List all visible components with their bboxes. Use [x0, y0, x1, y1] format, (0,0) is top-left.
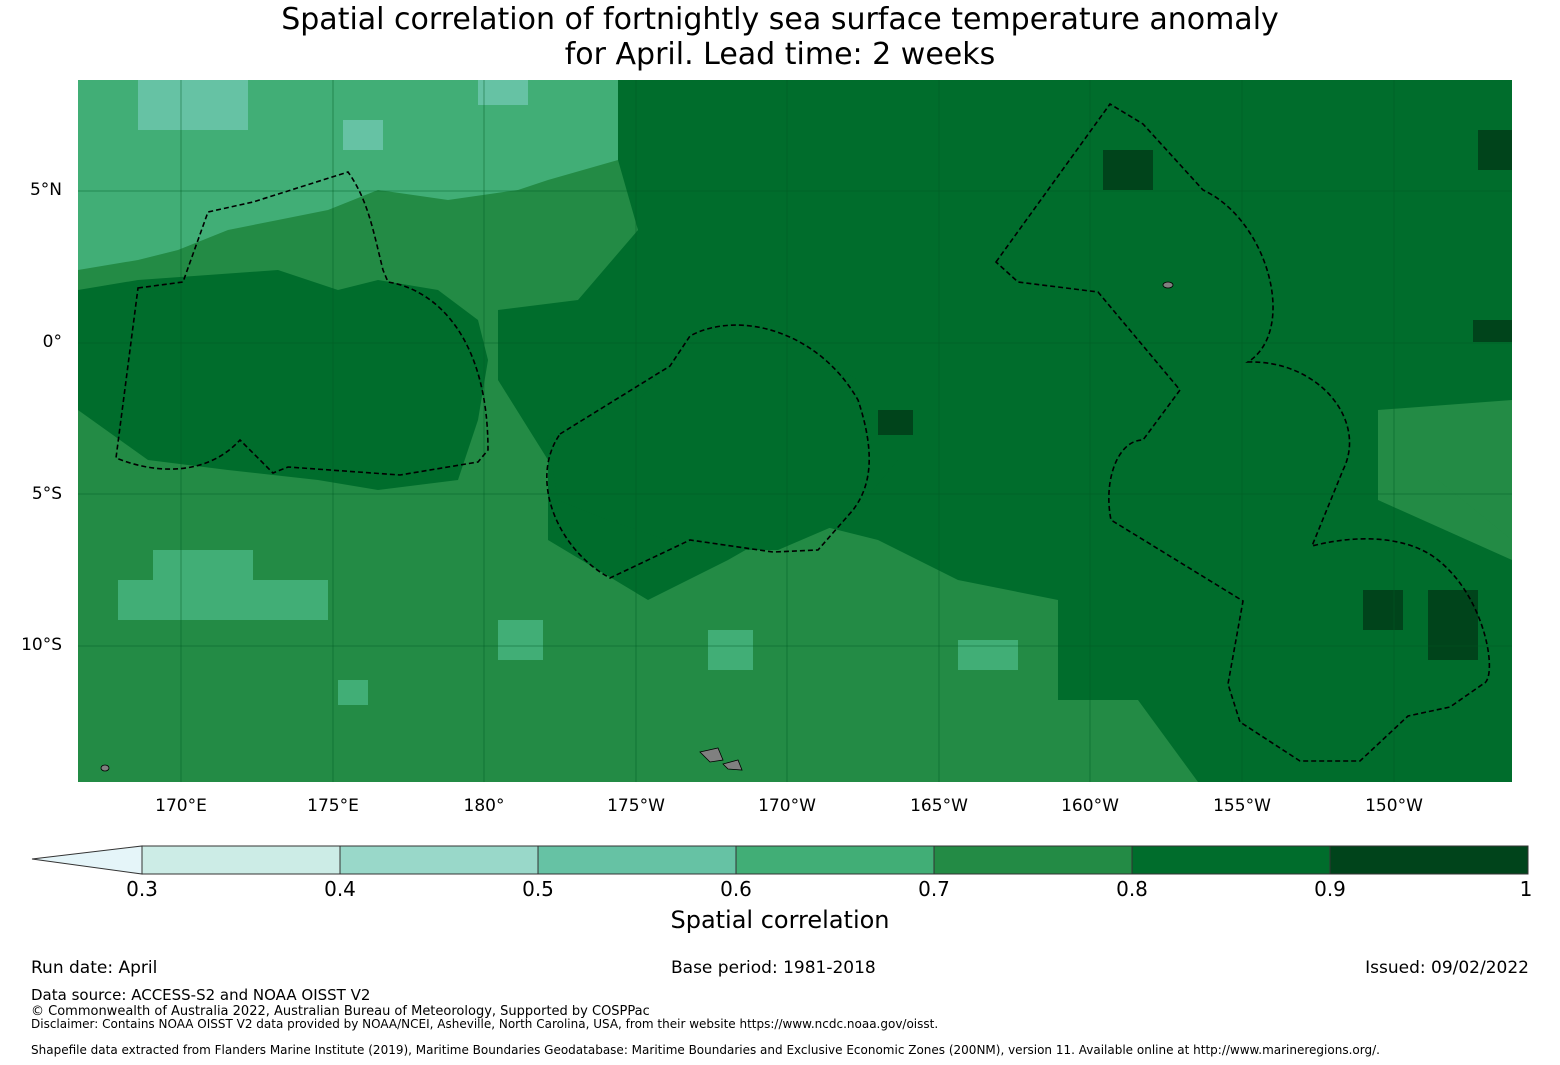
region-0.6-0.7-south-e: [498, 620, 543, 660]
colorbar: [31, 845, 1529, 875]
colorbar-tick-0.7: 0.7: [918, 877, 950, 901]
region-0.6-0.7-south-f: [338, 680, 368, 705]
region-0.9-1-d: [1363, 590, 1403, 630]
colorbar-tick-1: 1: [1519, 877, 1533, 901]
region-0.9-1-c: [1428, 590, 1478, 660]
y-tick-5s: 5°S: [31, 484, 62, 504]
x-tick-160w: 160°W: [1061, 796, 1119, 816]
colorbar-bin-0.4-0.5: [340, 846, 538, 874]
region-0.9-1-e: [1473, 320, 1512, 342]
region-0.9-1-a: [1103, 150, 1153, 190]
colorbar-tick-0.8: 0.8: [1116, 877, 1148, 901]
region-0.8-0.9-west: [78, 270, 488, 490]
y-tick-0: 0°: [42, 332, 62, 352]
colorbar-bin-0.9-1: [1330, 846, 1528, 874]
eez-boundary-east: [994, 102, 1491, 762]
colorbar-tick-0.5: 0.5: [522, 877, 554, 901]
y-tick-10s: 10°S: [21, 635, 62, 655]
colorbar-bin-0.3-0.4: [142, 846, 340, 874]
map-title: Spatial correlation of fortnightly sea s…: [180, 2, 1380, 72]
colorbar-bin-0.7-0.8: [934, 846, 1132, 874]
region-0.6-0.7-south-b: [153, 550, 253, 580]
colorbar-bin-0.5-0.6: [538, 846, 736, 874]
islands: [100, 281, 1174, 772]
colorbar-tick-0.3: 0.3: [126, 877, 158, 901]
run-date: Run date: April: [31, 958, 158, 978]
shapefile-credit: Shapefile data extracted from Flanders M…: [31, 1043, 1380, 1057]
region-0.5-0.6-a: [138, 80, 248, 130]
colorbar-bin-0.6-0.7: [736, 846, 934, 874]
x-tick-180: 180°: [463, 796, 505, 816]
disclaimer: Disclaimer: Contains NOAA OISST V2 data …: [31, 1017, 939, 1031]
region-0.5-0.6-b: [343, 120, 383, 150]
title-line-1: Spatial correlation of fortnightly sea s…: [281, 2, 1279, 37]
x-tick-150w: 150°W: [1365, 796, 1423, 816]
region-0.6-0.7-south-c: [708, 630, 753, 670]
colorbar-tick-0.9: 0.9: [1314, 877, 1346, 901]
x-tick-170w: 170°W: [758, 796, 816, 816]
x-tick-175w: 175°W: [607, 796, 665, 816]
island-c: [1162, 281, 1174, 289]
colorbar-frame: [141, 845, 1529, 875]
colorbar-extend-arrow: [31, 845, 143, 875]
region-0.5-0.6-c: [478, 80, 528, 105]
gridlines: [78, 80, 1512, 782]
y-tick-5n: 5°N: [29, 180, 62, 200]
colorbar-title: Spatial correlation: [670, 906, 890, 934]
x-tick-175e: 175°E: [307, 796, 359, 816]
issued-date: Issued: 09/02/2022: [1365, 958, 1529, 978]
colorbar-tick-0.4: 0.4: [324, 877, 356, 901]
region-0.8-0.9-central: [548, 330, 898, 550]
eez-boundary-central: [546, 324, 870, 579]
correlation-map: [78, 80, 1512, 782]
x-tick-165w: 165°W: [910, 796, 968, 816]
colorbar-tick-0.6: 0.6: [720, 877, 752, 901]
region-0.8-0.9-main: [498, 80, 1512, 782]
x-tick-170e: 170°E: [155, 796, 207, 816]
copyright-notice: © Commonwealth of Australia 2022, Austra…: [31, 1004, 650, 1019]
island-samoa-a: [699, 747, 724, 763]
eez-boundary-west: [115, 171, 489, 476]
eez-boundaries: [115, 102, 1491, 762]
data-source: Data source: ACCESS-S2 and NOAA OISST V2: [31, 986, 371, 1004]
x-tick-155w: 155°W: [1213, 796, 1271, 816]
region-0.9-1-f: [1478, 130, 1512, 170]
region-0.7-0.8-east: [1378, 400, 1512, 540]
region-0.6-0.7-south-d: [958, 640, 1018, 670]
island-samoa-b: [722, 759, 743, 771]
title-line-2: for April. Lead time: 2 weeks: [564, 37, 996, 72]
region-0.6-0.7-south-a: [118, 580, 328, 620]
base-period: Base period: 1981-2018: [671, 958, 876, 978]
region-0.9-1-b: [878, 410, 913, 435]
colorbar-bin-0.8-0.9: [1132, 846, 1330, 874]
island-d: [100, 764, 110, 772]
